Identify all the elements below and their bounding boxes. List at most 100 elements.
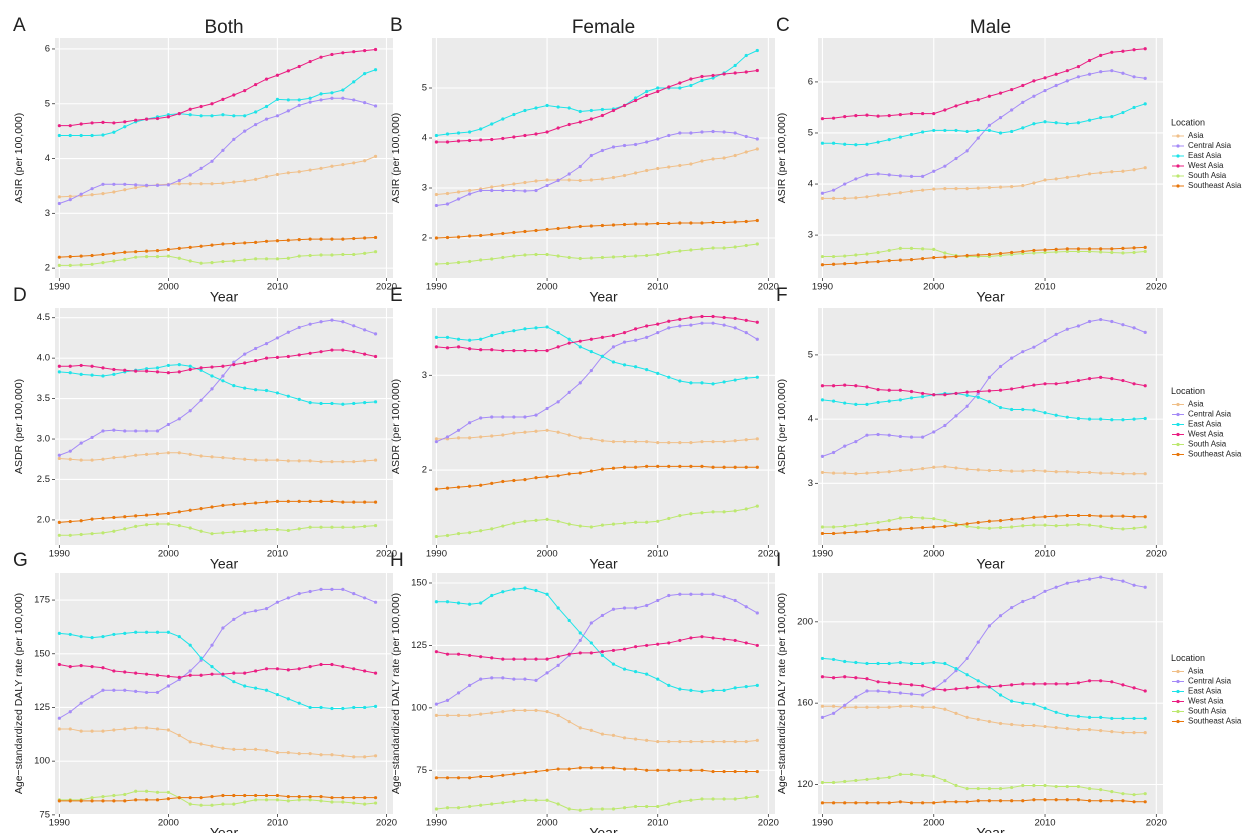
data-point: [166, 797, 170, 801]
data-point: [490, 434, 494, 438]
data-point: [689, 464, 693, 468]
plot-background: [818, 308, 1163, 545]
data-point: [254, 686, 258, 690]
data-point: [689, 77, 693, 81]
data-point: [308, 237, 312, 241]
data-point: [373, 754, 378, 758]
data-point: [755, 320, 759, 324]
data-point: [275, 391, 280, 395]
data-point: [622, 173, 627, 178]
series-line: [822, 392, 1146, 421]
data-point: [232, 363, 236, 367]
data-point: [998, 518, 1003, 523]
data-point: [843, 262, 847, 266]
data-point: [545, 671, 549, 675]
data-point: [123, 792, 127, 797]
data-point: [166, 363, 170, 368]
data-point: [645, 768, 649, 772]
data-point: [523, 108, 527, 113]
data-point: [1032, 515, 1036, 519]
data-point: [898, 682, 902, 686]
series: [820, 515, 1147, 531]
data-point: [545, 406, 549, 411]
data-point: [700, 159, 704, 163]
data-point: [275, 667, 280, 671]
data-point: [134, 789, 138, 793]
legend-key-point: [1176, 689, 1180, 694]
data-point: [611, 360, 616, 364]
data-point: [843, 254, 847, 258]
data-point: [755, 375, 759, 379]
data-point: [144, 630, 149, 634]
panel-title: Male: [970, 17, 1011, 38]
data-point: [221, 379, 225, 383]
data-point: [921, 661, 925, 666]
data-point: [932, 111, 936, 116]
data-point: [363, 796, 367, 800]
data-point: [689, 315, 693, 320]
data-point: [1143, 585, 1147, 589]
data-point: [611, 662, 616, 666]
data-point: [898, 704, 902, 708]
data-point: [1021, 83, 1025, 88]
data-point: [954, 414, 958, 418]
data-point: [341, 402, 345, 406]
data-point: [722, 380, 726, 384]
data-point: [468, 653, 472, 658]
data-point: [854, 384, 858, 388]
data-point: [1121, 251, 1125, 255]
data-point: [352, 236, 356, 241]
legend-key-point: [1176, 174, 1180, 178]
data-point: [700, 511, 704, 515]
data-point: [854, 472, 858, 476]
data-point: [645, 672, 649, 676]
data-point: [1099, 524, 1103, 528]
data-point: [976, 520, 980, 525]
data-point: [523, 477, 527, 482]
data-point: [468, 192, 472, 196]
series: Central Asia: [57, 96, 378, 206]
data-point: [865, 522, 869, 526]
data-point: [887, 192, 891, 196]
data-point: [1121, 110, 1125, 115]
x-tick-label: 2020: [758, 818, 779, 829]
data-point: [831, 450, 836, 455]
data-point: [1132, 246, 1136, 250]
data-point: [611, 223, 616, 227]
data-point: [90, 193, 94, 197]
data-point: [1021, 183, 1025, 188]
data-point: [456, 776, 461, 780]
x-tick-label: 2020: [376, 549, 397, 560]
data-point: [210, 182, 214, 186]
data-point: [468, 776, 472, 780]
data-point: [1076, 174, 1081, 178]
series-line: [436, 322, 758, 443]
data-point: [286, 330, 290, 334]
data-point: [144, 367, 149, 371]
data-point: [210, 243, 214, 247]
data-point: [1010, 605, 1014, 610]
data-point: [865, 142, 869, 146]
y-tick-label: 5: [45, 98, 50, 109]
data-point: [90, 799, 94, 803]
data-point: [921, 435, 925, 439]
plot-background: [432, 308, 775, 545]
data-point: [733, 797, 737, 801]
data-point: [523, 415, 527, 419]
data-point: [722, 315, 726, 320]
x-tick-label: 2010: [267, 818, 288, 829]
data-point: [363, 705, 367, 710]
data-point: [820, 196, 825, 200]
data-point: [656, 768, 660, 772]
data-point: [155, 690, 160, 695]
data-point: [1076, 513, 1081, 518]
data-point: [600, 223, 604, 228]
data-point: [545, 428, 549, 432]
series-line: [59, 364, 376, 405]
data-point: [445, 335, 450, 339]
data-point: [1065, 513, 1069, 518]
data-point: [622, 465, 627, 469]
data-point: [232, 114, 236, 118]
data-point: [622, 647, 627, 651]
